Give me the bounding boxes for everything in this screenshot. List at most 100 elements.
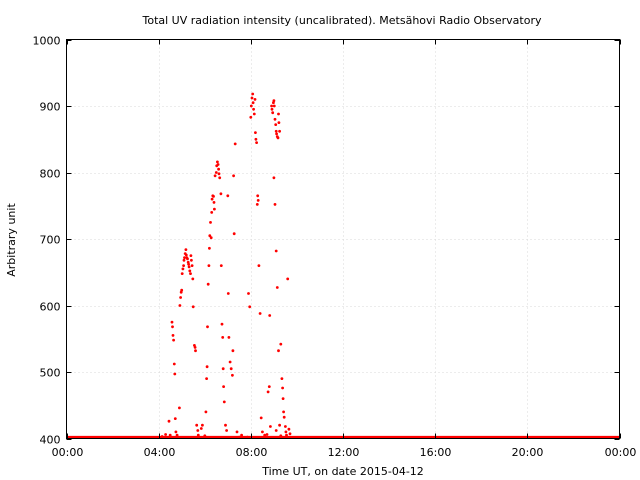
data-point: [205, 365, 209, 369]
data-point: [281, 397, 285, 400]
data-point: [182, 264, 186, 267]
data-point: [278, 129, 281, 133]
data-point: [270, 107, 274, 111]
data-point: [284, 425, 287, 428]
data-point: [240, 433, 244, 437]
data-point: [207, 264, 211, 267]
data-point: [206, 325, 209, 329]
grid-lines: [66, 39, 620, 439]
data-point: [221, 336, 225, 339]
data-point: [274, 249, 278, 253]
data-point: [249, 104, 253, 108]
data-point: [237, 435, 241, 439]
data-point: [251, 92, 255, 96]
y-tick-label: 700: [40, 234, 61, 247]
data-point: [246, 435, 249, 439]
data-point: [259, 416, 263, 420]
data-point: [251, 101, 255, 105]
data-point: [247, 292, 250, 295]
x-axis: 00:00 04:00 08:00 12:00 16:00 20:00 00:00: [52, 39, 636, 459]
data-point: [250, 96, 254, 100]
data-point: [205, 377, 209, 380]
data-point: [190, 258, 193, 262]
data-point: [269, 425, 272, 428]
data-point: [252, 112, 256, 116]
data-point: [210, 211, 214, 214]
data-point: [216, 163, 220, 166]
y-axis-label: Arbitrary unit: [5, 203, 18, 277]
data-point: [173, 417, 177, 420]
data-point: [273, 117, 277, 121]
data-point: [219, 264, 223, 267]
data-point: [173, 372, 177, 376]
data-point: [288, 432, 292, 436]
data-point: [167, 419, 171, 423]
data-point: [272, 99, 276, 103]
data-point: [189, 272, 192, 275]
data-point: [277, 121, 281, 124]
data-point: [235, 430, 239, 434]
data-point: [218, 176, 222, 180]
data-point: [222, 385, 226, 388]
x-tick-label: 04:00: [144, 446, 176, 459]
data-point: [254, 137, 258, 141]
data-point: [186, 257, 189, 261]
data-point: [255, 141, 258, 145]
data-point: [214, 171, 218, 174]
x-tick-label: 12:00: [328, 446, 360, 459]
y-axis: 400 500 600 700 800 900 1000: [33, 35, 620, 447]
data-point: [286, 277, 290, 281]
data-point: [183, 256, 186, 259]
data-points: [66, 92, 620, 439]
data-point: [275, 286, 279, 289]
data-point: [224, 423, 227, 427]
data-point: [225, 429, 229, 432]
data-point: [197, 435, 201, 439]
data-point: [271, 111, 275, 115]
data-point: [231, 373, 234, 377]
data-point: [178, 304, 182, 307]
data-point: [213, 207, 216, 211]
data-point: [228, 360, 232, 364]
data-point: [217, 167, 221, 171]
data-point: [175, 433, 179, 437]
data-point: [199, 427, 203, 430]
y-tick-label: 500: [40, 367, 61, 380]
data-point: [182, 258, 186, 262]
data-point: [160, 435, 164, 438]
x-tick-label: 20:00: [512, 446, 544, 459]
data-point: [216, 160, 219, 164]
data-point: [274, 129, 278, 133]
y-tick-label: 900: [40, 101, 61, 114]
data-point: [248, 305, 252, 309]
data-point: [261, 430, 264, 434]
data-point: [209, 221, 212, 224]
y-tick-label: 400: [40, 434, 61, 447]
data-point: [226, 292, 230, 295]
data-point: [190, 264, 194, 267]
data-point: [280, 377, 284, 380]
data-point: [195, 423, 199, 427]
data-point: [187, 262, 191, 266]
data-point: [252, 107, 256, 111]
data-point: [184, 253, 188, 257]
data-point: [184, 248, 188, 252]
data-point: [172, 362, 176, 366]
data-point: [212, 195, 215, 198]
data-point: [178, 406, 181, 410]
data-point: [276, 136, 280, 140]
y-tick-label: 1000: [33, 35, 61, 48]
data-point: [272, 104, 276, 108]
data-point: [232, 232, 236, 236]
data-point: [233, 142, 237, 146]
data-point: [287, 427, 291, 431]
data-point: [254, 131, 257, 135]
data-point: [180, 272, 184, 275]
data-point: [194, 349, 197, 353]
data-point: [208, 234, 212, 238]
data-point: [281, 386, 284, 390]
data-point: [266, 390, 270, 394]
data-point: [273, 203, 277, 206]
data-point: [267, 385, 271, 388]
